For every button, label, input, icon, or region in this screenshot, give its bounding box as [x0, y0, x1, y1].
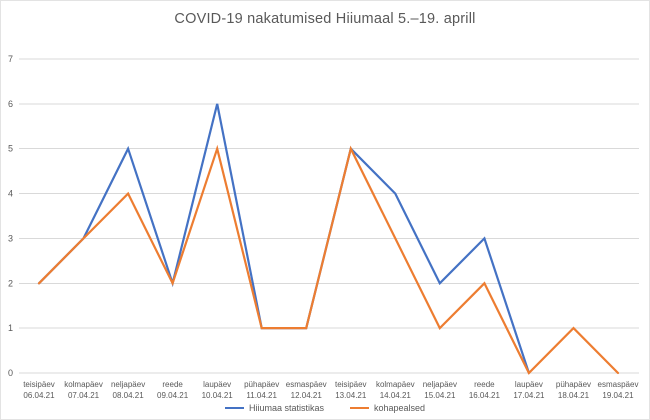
x-axis-day-label: reede	[162, 380, 183, 389]
legend-item-hiiumaa-statistikas: Hiiumaa statistikas	[224, 403, 324, 413]
x-axis-date-label: 13.04.21	[335, 391, 367, 400]
x-axis-day-label: kolmapäev	[376, 380, 415, 389]
x-axis-day-label: esmaspäev	[286, 380, 327, 389]
legend-item-kohapealsed: kohapealsed	[349, 403, 426, 413]
x-axis-date-label: 16.04.21	[469, 391, 501, 400]
x-axis-date-label: 06.04.21	[23, 391, 55, 400]
y-axis-tick-label: 1	[8, 323, 13, 333]
x-axis-date-label: 19.04.21	[602, 391, 634, 400]
x-axis-date-label: 15.04.21	[424, 391, 456, 400]
y-axis-tick-label: 4	[8, 189, 13, 199]
x-axis-date-label: 12.04.21	[291, 391, 323, 400]
x-axis-date-label: 10.04.21	[202, 391, 234, 400]
x-axis-day-label: teisipäev	[335, 380, 367, 389]
x-axis-date-label: 07.04.21	[68, 391, 100, 400]
x-axis-day-label: esmaspäev	[598, 380, 639, 389]
series-line-kohapealsed	[37, 144, 620, 375]
x-axis-date-label: 17.04.21	[513, 391, 545, 400]
x-axis-day-label: reede	[474, 380, 495, 389]
y-axis-tick-label: 6	[8, 99, 13, 109]
y-axis-tick-label: 7	[8, 54, 13, 64]
y-axis-tick-label: 3	[8, 233, 13, 243]
x-axis-date-label: 08.04.21	[113, 391, 145, 400]
x-axis-date-label: 18.04.21	[558, 391, 590, 400]
legend-swatch-hiiumaa-statistikas-icon	[224, 406, 244, 410]
x-axis-day-label: neljapäev	[111, 380, 145, 389]
x-axis-day-label: teisipäev	[23, 380, 55, 389]
legend-label-kohapealsed: kohapealsed	[373, 403, 426, 413]
x-axis-day-label: neljapäev	[423, 380, 457, 389]
x-axis-date-label: 09.04.21	[157, 391, 189, 400]
x-axis-day-label: pühapäev	[244, 380, 279, 389]
legend-label-hiiumaa-statistikas: Hiiumaa statistikas	[248, 403, 324, 413]
x-axis-day-label: laupäev	[203, 380, 231, 389]
y-axis-tick-label: 2	[8, 278, 13, 288]
legend-swatch-kohapealsed-icon	[349, 406, 369, 410]
y-axis-tick-label: 0	[8, 368, 13, 378]
x-axis-day-label: pühapäev	[556, 380, 591, 389]
chart-legend: Hiiumaa statistikas kohapealsed	[1, 403, 649, 413]
chart-title: COVID-19 nakatumised Hiiumaal 5.–19. apr…	[174, 11, 476, 27]
x-axis-date-label: 11.04.21	[246, 391, 277, 400]
x-axis-date-label: 14.04.21	[380, 391, 412, 400]
x-axis-day-label: laupäev	[515, 380, 543, 389]
y-axis-tick-label: 5	[8, 144, 13, 154]
x-axis-day-label: kolmapäev	[64, 380, 103, 389]
